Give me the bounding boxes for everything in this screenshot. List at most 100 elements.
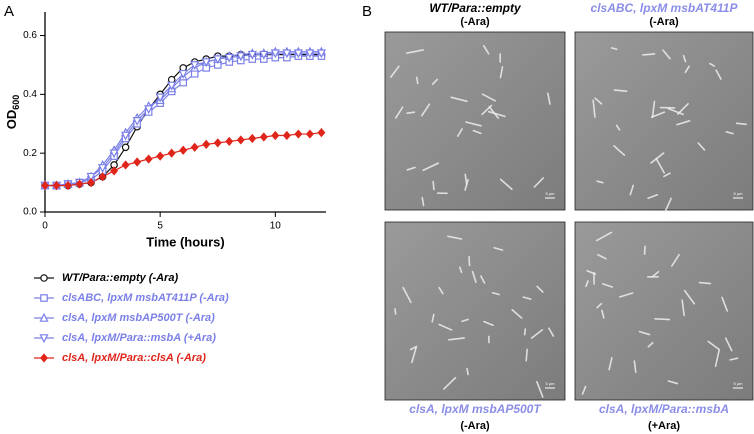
cell xyxy=(464,179,469,191)
legend-label: clsA, lpxM msbAP500T (-Ara) xyxy=(62,312,215,324)
cell xyxy=(536,285,544,293)
cell xyxy=(650,111,666,118)
cell xyxy=(443,376,457,390)
x-tick-label: 10 xyxy=(270,221,282,232)
marker xyxy=(121,131,131,141)
y-tick-label: 0.4 xyxy=(23,89,37,100)
marker xyxy=(86,172,96,182)
cell xyxy=(530,329,544,339)
y-axis-label: OD600 xyxy=(4,95,21,130)
image-caption: clsA, lpxM/Para::msbA xyxy=(599,402,729,416)
cell xyxy=(596,180,604,184)
scale-label: 5 µm xyxy=(734,191,744,196)
cell xyxy=(390,65,400,78)
cell xyxy=(525,348,528,362)
cell xyxy=(493,246,504,251)
marker xyxy=(167,148,176,158)
marker xyxy=(190,142,199,152)
marker xyxy=(213,138,222,148)
marker xyxy=(248,133,257,144)
cell xyxy=(471,270,477,283)
marker xyxy=(224,53,234,63)
cell xyxy=(394,106,404,119)
cell xyxy=(629,184,635,196)
cell xyxy=(613,145,626,156)
marker xyxy=(155,93,165,103)
cell xyxy=(394,308,397,315)
image-condition: (-Ara) xyxy=(460,420,490,432)
cell xyxy=(406,49,424,54)
marker xyxy=(133,157,142,167)
cell xyxy=(481,93,496,102)
cell xyxy=(547,92,551,105)
marker xyxy=(40,294,48,302)
marker xyxy=(121,143,130,152)
cell xyxy=(709,62,716,67)
marker xyxy=(294,129,303,139)
cell xyxy=(415,76,419,85)
marker xyxy=(156,151,165,161)
image-condition: (-Ara) xyxy=(460,16,490,28)
cell xyxy=(420,103,431,117)
cell xyxy=(432,180,435,191)
legend-label: clsA, lpxM/Para::clsA (-Ara) xyxy=(62,352,206,364)
cell xyxy=(667,107,684,116)
marker xyxy=(167,81,177,91)
marker xyxy=(190,61,200,71)
marker xyxy=(39,312,49,322)
cell xyxy=(642,53,656,56)
marker xyxy=(110,166,119,176)
series-line xyxy=(45,131,322,187)
cell xyxy=(482,45,490,55)
cell xyxy=(725,131,734,135)
cell xyxy=(447,235,463,240)
marker xyxy=(121,160,130,170)
cell xyxy=(481,104,493,116)
cell xyxy=(487,110,506,118)
y-axis-label-subscript: 600 xyxy=(11,95,21,110)
cell xyxy=(472,129,482,135)
cell xyxy=(647,193,659,200)
cell xyxy=(491,291,500,296)
cell xyxy=(596,302,603,309)
image-caption: clsABC, lpxM msbAT411P xyxy=(591,1,739,15)
marker xyxy=(305,49,315,59)
cell xyxy=(667,380,679,385)
cell xyxy=(456,128,463,137)
cell xyxy=(615,124,621,131)
panel-label: B xyxy=(362,3,372,20)
cell xyxy=(597,253,607,260)
y-axis-label-text: OD xyxy=(4,110,19,130)
cell xyxy=(664,197,672,213)
cell xyxy=(602,283,614,288)
cell xyxy=(421,196,425,207)
marker xyxy=(259,132,268,142)
cell xyxy=(511,308,523,319)
cell xyxy=(499,178,513,191)
marker xyxy=(98,172,107,182)
cell xyxy=(411,345,418,364)
cell xyxy=(651,100,656,119)
cell xyxy=(638,330,651,336)
marker xyxy=(225,136,234,147)
cell xyxy=(592,99,596,118)
micrograph xyxy=(384,221,566,401)
cell xyxy=(431,78,439,85)
cell xyxy=(684,65,690,74)
cell xyxy=(676,120,691,126)
cell xyxy=(536,380,544,398)
marker xyxy=(132,117,142,126)
micrograph xyxy=(574,31,754,211)
cell xyxy=(610,47,618,51)
cell xyxy=(533,177,545,188)
image-caption: WT/Para::empty xyxy=(429,1,522,15)
cell xyxy=(735,122,748,126)
cell xyxy=(633,360,637,373)
cell xyxy=(683,289,696,305)
cell xyxy=(438,286,444,295)
cell xyxy=(721,296,729,312)
scale-label: 5 µm xyxy=(546,381,556,386)
cell xyxy=(651,270,660,278)
cell xyxy=(729,357,739,361)
cell xyxy=(523,328,527,336)
